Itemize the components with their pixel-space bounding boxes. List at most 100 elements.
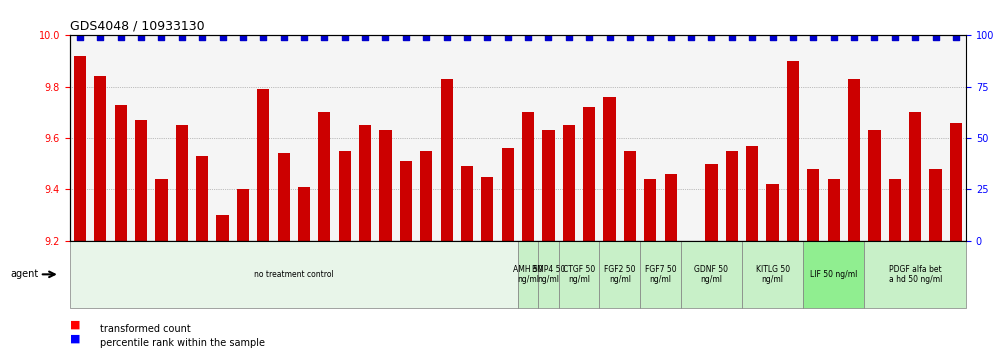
Point [500,35,516,40]
Point [765,35,781,40]
Bar [216,215,229,241]
Point [826,35,842,40]
Text: ■: ■ [70,333,81,344]
Point [703,35,719,40]
Bar [950,122,962,241]
Text: agent: agent [10,269,38,279]
Bar [644,179,656,241]
Bar [196,156,208,241]
Bar [909,112,921,241]
Text: percentile rank within the sample: percentile rank within the sample [100,338,265,348]
Point [622,35,637,40]
Text: GDS4048 / 10933130: GDS4048 / 10933130 [70,20,204,33]
Point [194,35,210,40]
Point [438,35,454,40]
Bar [787,61,799,241]
Text: KITLG 50
ng/ml: KITLG 50 ng/ml [756,265,790,284]
Point [93,35,109,40]
Text: LIF 50 ng/ml: LIF 50 ng/ml [810,270,858,279]
Point [153,35,169,40]
Bar [399,161,412,241]
Point [358,35,374,40]
Text: PDGF alfa bet
a hd 50 ng/ml: PDGF alfa bet a hd 50 ng/ml [888,265,942,284]
Bar [420,151,432,241]
Bar [319,112,331,241]
Point [317,35,333,40]
Text: CTGF 50
ng/ml: CTGF 50 ng/ml [563,265,596,284]
Text: FGF7 50
ng/ml: FGF7 50 ng/ml [644,265,676,284]
Bar [461,166,473,241]
Bar [543,130,555,241]
Point [867,35,882,40]
Bar [440,79,453,241]
Bar [767,184,779,241]
Point [541,35,557,40]
Point [785,35,801,40]
Bar [257,89,269,241]
Bar [623,151,636,241]
Bar [237,189,249,241]
Point [479,35,495,40]
Bar [74,56,86,241]
Point [520,35,536,40]
Bar [155,179,167,241]
Bar [278,153,290,241]
Point [602,35,618,40]
Text: no treatment control: no treatment control [254,270,334,279]
Bar [604,97,616,241]
Bar [502,148,514,241]
Bar [807,169,820,241]
Point [276,35,292,40]
Bar [929,169,941,241]
Point [398,35,414,40]
Point [927,35,943,40]
Bar [563,125,575,241]
Bar [481,177,493,241]
Point [418,35,434,40]
Point [642,35,658,40]
Point [683,35,699,40]
Bar [298,187,310,241]
Point [337,35,353,40]
Point [255,35,271,40]
Bar [869,130,880,241]
Bar [848,79,861,241]
Point [662,35,678,40]
Point [377,35,393,40]
Point [724,35,740,40]
Point [235,35,251,40]
Bar [664,174,677,241]
Text: transformed count: transformed count [100,324,190,334]
Point [561,35,577,40]
Bar [726,151,738,241]
Text: BMP4 50
ng/ml: BMP4 50 ng/ml [532,265,565,284]
Bar [134,120,147,241]
Bar [115,105,126,241]
Point [846,35,862,40]
Text: FGF2 50
ng/ml: FGF2 50 ng/ml [604,265,635,284]
Bar [339,151,351,241]
Text: ■: ■ [70,319,81,330]
Point [296,35,312,40]
Point [886,35,902,40]
Bar [583,107,596,241]
Point [907,35,923,40]
Point [214,35,230,40]
Bar [359,125,372,241]
Point [744,35,760,40]
Point [113,35,128,40]
Point [806,35,822,40]
Bar [828,179,840,241]
Text: GDNF 50
ng/ml: GDNF 50 ng/ml [694,265,728,284]
Bar [888,179,901,241]
Bar [95,76,107,241]
Text: AMH 50
ng/ml: AMH 50 ng/ml [513,265,543,284]
Point [133,35,149,40]
Point [459,35,475,40]
Bar [522,112,534,241]
Point [948,35,964,40]
Point [582,35,598,40]
Bar [379,130,391,241]
Point [174,35,190,40]
Bar [746,146,758,241]
